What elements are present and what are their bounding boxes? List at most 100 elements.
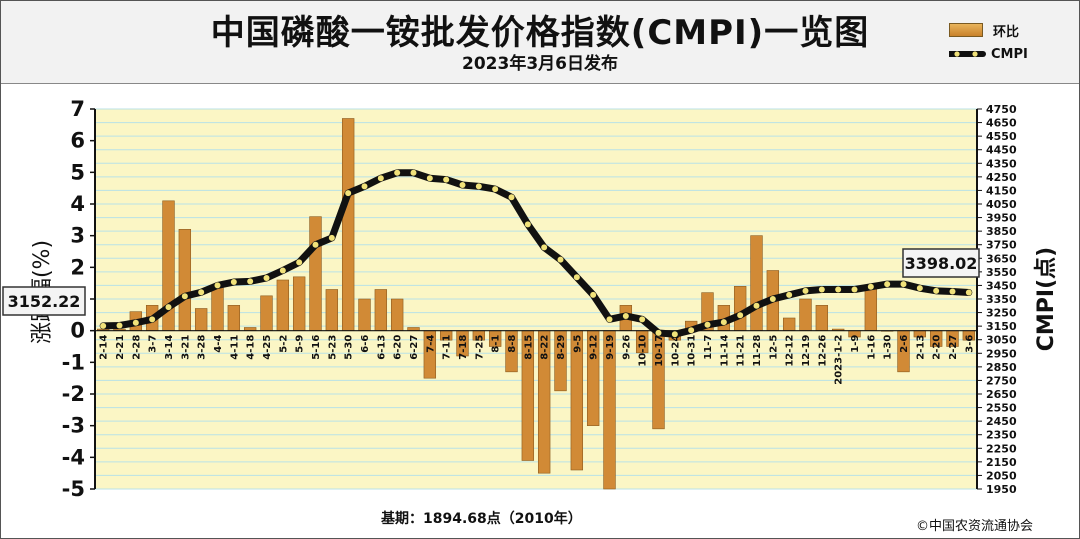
x-tick-label: 4-11 (229, 335, 240, 360)
cmpi-point (867, 283, 874, 290)
start-value-box (2, 286, 86, 316)
left-axis: -5-4-3-2-101234567 (62, 97, 96, 501)
x-tick-label: 3-6 (964, 335, 975, 353)
bar (276, 279, 290, 331)
cmpi-point (492, 186, 499, 193)
right-tick-label: 3850 (986, 225, 1017, 238)
legend-item-bar: 环比 (949, 21, 1020, 40)
cmpi-point (100, 322, 107, 329)
cmpi-point (377, 175, 384, 182)
cmpi-point (916, 285, 923, 292)
cmpi-point (802, 287, 809, 294)
cmpi-point (720, 319, 727, 326)
x-tick-label: 2-20 (932, 335, 943, 360)
legend-bar-swatch (949, 23, 983, 37)
cmpi-point (704, 321, 711, 328)
right-tick-label: 2550 (986, 402, 1017, 415)
cmpi-point (884, 281, 891, 288)
cmpi-series (99, 169, 973, 338)
x-tick-label: 1-30 (883, 335, 894, 360)
cmpi-point (965, 289, 972, 296)
x-tick-label: 5-9 (295, 335, 306, 353)
bar (309, 216, 322, 331)
right-tick-label: 2750 (986, 374, 1017, 387)
cmpi-point (410, 169, 417, 176)
cmpi-point (900, 281, 907, 288)
cmpi-point (655, 329, 662, 336)
cmpi-point (247, 278, 254, 285)
x-tick-label: 4-18 (246, 335, 257, 360)
left-tick-label: 0 (70, 319, 85, 343)
cmpi-point (459, 182, 466, 188)
cmpi-point (639, 316, 646, 323)
x-tick-label: 6-27 (409, 335, 420, 360)
grid (95, 108, 977, 490)
left-tick-label: -3 (62, 414, 85, 438)
cmpi-point (165, 304, 172, 311)
right-tick-label: 2150 (986, 456, 1017, 469)
right-tick-label: 4250 (986, 171, 1017, 184)
x-tick-label: 2-28 (131, 335, 142, 360)
right-tick-label: 2250 (986, 442, 1017, 455)
cmpi-point (149, 316, 156, 323)
bar (815, 305, 829, 331)
x-tick-label: 3-14 (164, 335, 175, 360)
x-tick-label: 5-16 (311, 335, 322, 360)
right-tick-label: 1950 (986, 483, 1017, 496)
cmpi-point (345, 190, 352, 197)
right-axis: 1950205021502250235024502550265027502850… (976, 103, 1017, 496)
right-tick-label: 3650 (986, 252, 1017, 265)
right-tick-label: 2450 (986, 415, 1017, 428)
x-tick-label: 2023-1-2 (834, 335, 845, 385)
cmpi-point (214, 282, 221, 289)
x-tick-label: 8-8 (507, 335, 518, 353)
cmpi-point (263, 274, 270, 281)
left-tick-label: 5 (70, 160, 85, 184)
cmpi-point (671, 331, 678, 338)
left-tick-label: 2 (70, 255, 85, 279)
bar (227, 305, 241, 331)
x-tick-label: 11-21 (736, 335, 747, 367)
cmpi-point (573, 274, 580, 281)
right-tick-label: 4550 (986, 130, 1017, 143)
cmpi-point (622, 312, 629, 319)
cmpi-point (606, 316, 613, 323)
x-tick-label: 11-28 (752, 335, 763, 367)
cmpi-point (786, 291, 793, 298)
bar (260, 295, 273, 331)
end-value-label: 3398.02 (905, 254, 978, 273)
cmpi-point (443, 176, 450, 183)
legend-line-label: CMPI (991, 46, 1028, 62)
x-tick-label: 12-19 (801, 335, 812, 367)
end-value-callout: 3398.02 (902, 248, 980, 278)
start-value-label: 3152.22 (8, 292, 81, 311)
bar (750, 235, 763, 331)
x-tick-label: 6-20 (393, 335, 404, 360)
cmpi-point (590, 291, 597, 298)
x-tick-label: 2-6 (899, 335, 910, 353)
bar (358, 298, 371, 331)
x-tick-label: 2-14 (99, 335, 110, 360)
x-tick-label: 12-5 (768, 335, 779, 360)
bar (292, 276, 306, 331)
legend-item-line: CMPI (949, 45, 1028, 63)
left-tick-label: -2 (62, 382, 85, 406)
right-tick-label: 2950 (986, 347, 1017, 360)
cmpi-point (361, 183, 368, 190)
x-tick-label: 7-4 (425, 335, 436, 353)
x-tick-label: 4-4 (213, 335, 224, 353)
right-tick-label: 3950 (986, 212, 1017, 225)
legend-bar-label: 环比 (993, 24, 1020, 40)
cmpi-point (933, 287, 940, 294)
x-tick-label: 10-31 (687, 335, 698, 367)
cmpi-point (851, 286, 858, 293)
x-tick-label: 8-22 (540, 335, 551, 360)
right-tick-label: 4350 (986, 157, 1017, 170)
x-tick-label: 9-12 (589, 335, 600, 360)
x-tick-label: 12-26 (817, 335, 828, 367)
page-title: 中国磷酸一铵批发价格指数(CMPI)一览图 (210, 13, 870, 53)
right-tick-label: 3250 (986, 307, 1017, 320)
x-tick-label: 2-21 (115, 335, 126, 360)
page-subtitle: 2023年3月6日发布 (462, 54, 618, 74)
cmpi-point (132, 319, 139, 326)
